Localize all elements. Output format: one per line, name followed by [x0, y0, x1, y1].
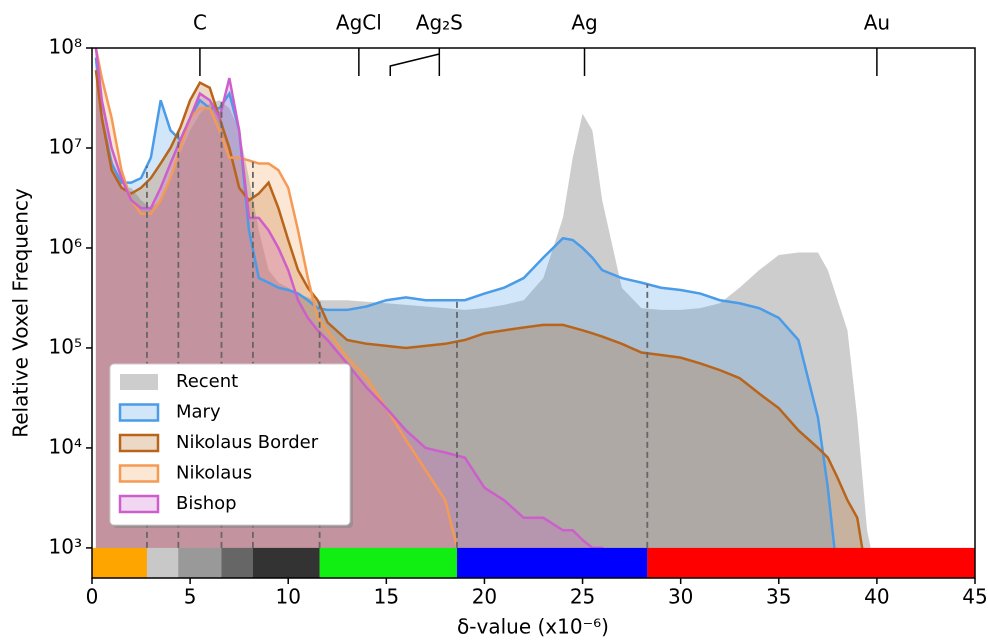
color-band [178, 547, 222, 578]
legend-label: Recent [176, 371, 238, 392]
marker-bracket [389, 53, 440, 76]
x-tick-label: 45 [962, 585, 987, 609]
marker-label: Au [864, 11, 890, 35]
x-tick-label: 35 [766, 585, 791, 609]
x-tick-label: 5 [184, 585, 197, 609]
color-band [319, 547, 457, 578]
legend-label: Mary [176, 402, 221, 423]
marker-label: Ag₂S [416, 11, 463, 35]
legend-swatch [118, 403, 160, 422]
y-tick-label: 10⁸ [49, 35, 82, 59]
marker-label: Ag [571, 11, 597, 35]
x-tick-label: 25 [570, 585, 595, 609]
series-line [94, 70, 869, 578]
marker-label: C [193, 11, 207, 35]
legend-label: Nikolaus [176, 463, 252, 484]
legend-label: Bishop [176, 493, 237, 514]
x-tick-label: 15 [374, 585, 399, 609]
color-band [647, 547, 975, 578]
color-band [456, 547, 648, 578]
x-tick-label: 10 [275, 585, 300, 609]
legend: Recent Mary Nikolaus Border Nikolaus Bishop [109, 363, 353, 528]
x-axis-label: δ-value (x10⁻⁶) [457, 615, 609, 639]
y-tick-label: 10⁶ [49, 234, 82, 258]
legend-swatch [118, 494, 160, 514]
series-line [94, 48, 467, 578]
x-tick-label: 40 [864, 585, 889, 609]
x-tick-label: 20 [472, 585, 497, 609]
legend-box [109, 363, 351, 526]
plot-frame [91, 47, 976, 579]
y-tick-label: 10⁵ [49, 334, 82, 358]
legend-swatch [118, 464, 160, 483]
legend-label: Nikolaus Border [176, 432, 319, 453]
x-tick-label: 0 [86, 585, 99, 609]
y-tick-label: 10⁷ [49, 134, 82, 158]
x-tick-label: 30 [668, 585, 693, 609]
y-axis-label: Relative Voxel Frequency [9, 188, 33, 438]
color-band [146, 547, 179, 578]
y-tick-label: 10³ [49, 534, 82, 558]
legend-swatch [120, 374, 158, 390]
color-band [252, 547, 320, 578]
marker-label: AgCl [336, 11, 382, 35]
y-tick-label: 10⁴ [49, 434, 82, 458]
series-line [94, 48, 623, 578]
color-band [221, 547, 253, 578]
color-band [92, 547, 147, 578]
series-line [94, 57, 839, 578]
legend-swatch [118, 433, 160, 453]
